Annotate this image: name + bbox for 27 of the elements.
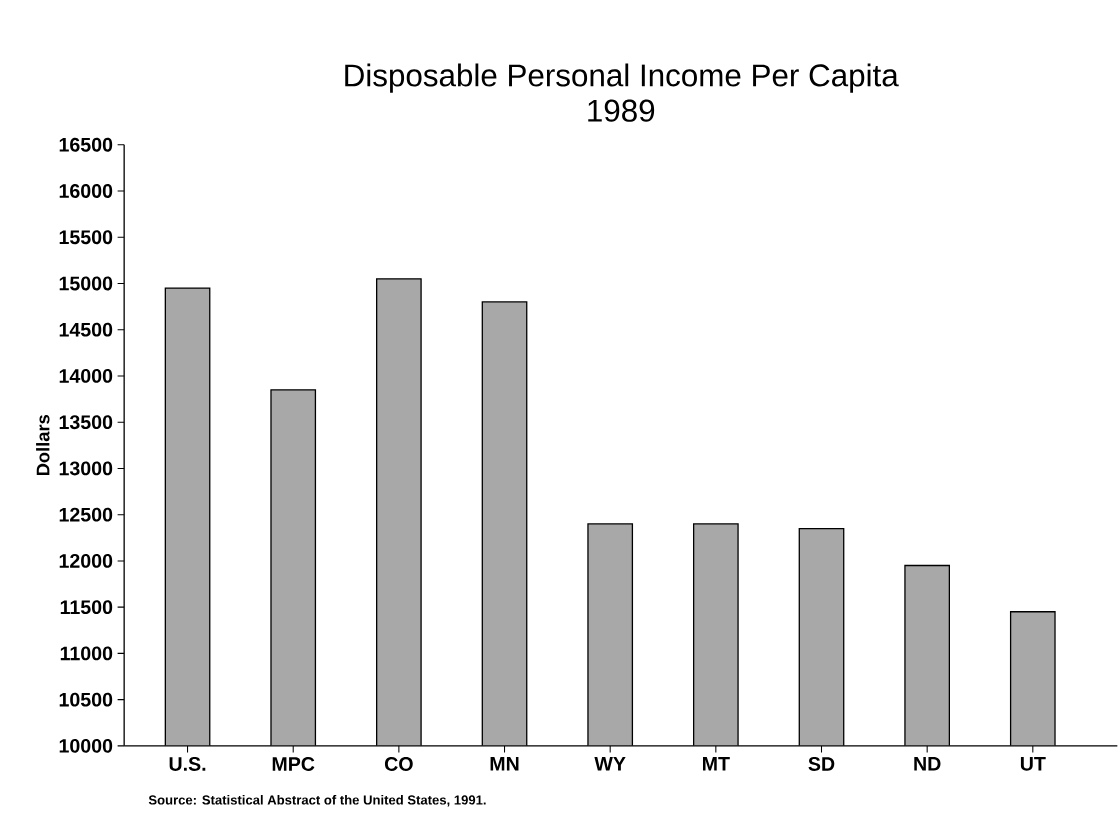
y-tick-label: 11500 xyxy=(60,600,113,614)
x-tick-label: MT xyxy=(703,756,730,771)
x-tick-label: CO xyxy=(384,756,413,771)
y-tick-label: 10000 xyxy=(59,738,113,753)
y-tick-label: 16000 xyxy=(59,183,113,198)
y-tick-label: 12500 xyxy=(59,507,113,522)
y-tick-label: 16500 xyxy=(59,137,113,152)
x-tick-label: MPC xyxy=(272,756,315,771)
chart-subtitle: 1989 xyxy=(588,99,655,122)
x-tick-label: UT xyxy=(1020,756,1046,771)
x-tick-label: U.S. xyxy=(169,756,206,771)
y-tick-label: 15500 xyxy=(59,230,113,244)
y-tick-label: 14000 xyxy=(59,368,113,383)
chart-title: Disposable Personal Income Per Capita xyxy=(345,63,899,93)
y-tick-label: 11000 xyxy=(60,646,113,661)
x-tick-label: MN xyxy=(490,756,519,771)
y-tick-label: 13000 xyxy=(59,461,113,476)
y-tick-label: 10500 xyxy=(59,692,113,707)
x-tick-label: WY xyxy=(594,756,626,771)
y-tick-label: 12000 xyxy=(59,553,113,568)
y-tick-label: 15000 xyxy=(59,276,113,291)
x-tick-label: SD xyxy=(808,756,835,771)
y-tick-label: 14500 xyxy=(59,322,113,337)
x-tick-label: ND xyxy=(914,756,941,771)
source-note: Source: Statistical Abstract of the United States, 1991. xyxy=(148,794,486,807)
y-tick-label: 13500 xyxy=(59,415,113,429)
y-axis-title: Dollars xyxy=(36,414,50,475)
